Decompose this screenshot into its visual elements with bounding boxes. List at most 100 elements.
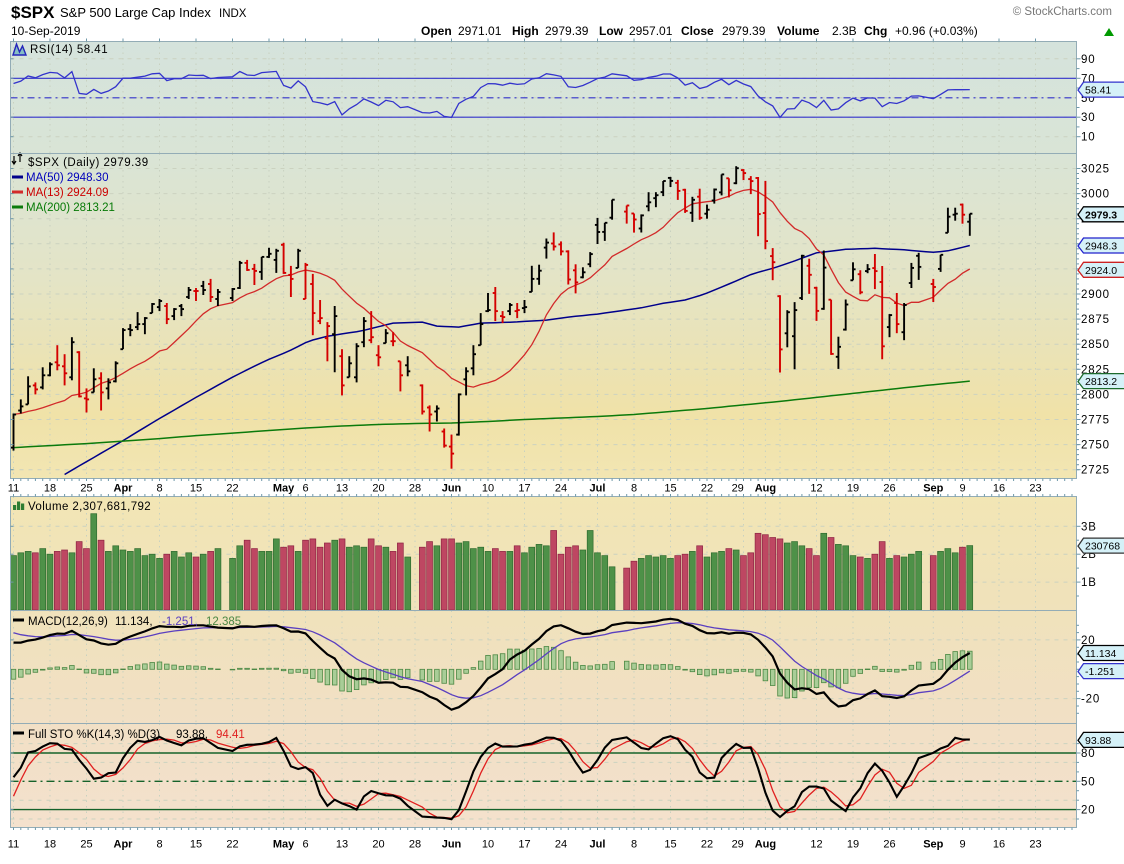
svg-text:93.88,: 93.88, bbox=[176, 729, 208, 741]
svg-text:8: 8 bbox=[631, 483, 637, 495]
svg-text:22: 22 bbox=[226, 839, 238, 851]
svg-text:24: 24 bbox=[555, 839, 567, 851]
svg-text:80: 80 bbox=[1081, 748, 1095, 760]
svg-text:9: 9 bbox=[959, 839, 965, 851]
svg-text:17: 17 bbox=[518, 483, 530, 495]
svg-text:20: 20 bbox=[1081, 805, 1095, 817]
svg-text:17: 17 bbox=[518, 839, 530, 851]
svg-text:2979.3: 2979.3 bbox=[1085, 209, 1117, 221]
svg-text:11.134,: 11.134, bbox=[115, 616, 153, 628]
svg-text:2948.3: 2948.3 bbox=[1085, 241, 1117, 253]
svg-text:2979.39: 2979.39 bbox=[722, 24, 766, 38]
svg-text:29: 29 bbox=[732, 839, 744, 851]
svg-text:2957.01: 2957.01 bbox=[629, 24, 673, 38]
svg-text:6: 6 bbox=[302, 839, 308, 851]
svg-text:22: 22 bbox=[701, 483, 713, 495]
svg-text:RSI(14) 58.41: RSI(14) 58.41 bbox=[30, 44, 108, 56]
svg-text:11: 11 bbox=[8, 839, 19, 851]
svg-text:93.88: 93.88 bbox=[1085, 735, 1111, 747]
svg-text:S&P 500 Large Cap Index: S&P 500 Large Cap Index bbox=[60, 5, 211, 20]
svg-text:25: 25 bbox=[80, 839, 92, 851]
svg-text:MA(13) 2924.09: MA(13) 2924.09 bbox=[26, 187, 108, 199]
svg-text:15: 15 bbox=[664, 839, 676, 851]
svg-text:28: 28 bbox=[409, 839, 421, 851]
svg-text:2725: 2725 bbox=[1081, 465, 1110, 477]
svg-text:Chg: Chg bbox=[864, 24, 887, 38]
svg-text:20: 20 bbox=[372, 839, 384, 851]
svg-text:Sep: Sep bbox=[923, 839, 943, 851]
svg-text:2971.01: 2971.01 bbox=[458, 24, 502, 38]
svg-text:15: 15 bbox=[664, 483, 676, 495]
svg-text:-1.251,: -1.251, bbox=[162, 616, 198, 628]
svg-text:2979.39: 2979.39 bbox=[545, 24, 589, 38]
svg-text:26: 26 bbox=[883, 483, 895, 495]
svg-text:13: 13 bbox=[336, 483, 348, 495]
svg-text:2924.0: 2924.0 bbox=[1085, 265, 1117, 277]
svg-text:6: 6 bbox=[302, 483, 308, 495]
svg-text:10: 10 bbox=[482, 483, 494, 495]
svg-text:INDX: INDX bbox=[219, 8, 247, 20]
svg-text:Volume: Volume bbox=[777, 24, 820, 38]
svg-text:Close: Close bbox=[681, 24, 714, 38]
svg-text:2875: 2875 bbox=[1081, 314, 1110, 326]
svg-text:15: 15 bbox=[190, 483, 202, 495]
svg-text:1B: 1B bbox=[1081, 577, 1097, 589]
svg-text:2800: 2800 bbox=[1081, 389, 1110, 401]
svg-text:Low: Low bbox=[599, 24, 624, 38]
svg-text:10: 10 bbox=[1081, 132, 1095, 144]
svg-text:25: 25 bbox=[80, 483, 92, 495]
svg-text:26: 26 bbox=[883, 839, 895, 851]
svg-text:10: 10 bbox=[482, 839, 494, 851]
svg-text:3025: 3025 bbox=[1081, 164, 1110, 176]
svg-text:Jul: Jul bbox=[590, 483, 606, 495]
svg-text:2900: 2900 bbox=[1081, 289, 1110, 301]
svg-text:19: 19 bbox=[847, 839, 859, 851]
svg-text:2750: 2750 bbox=[1081, 440, 1110, 452]
svg-text:90: 90 bbox=[1081, 54, 1095, 66]
svg-text:29: 29 bbox=[732, 483, 744, 495]
svg-text:11: 11 bbox=[8, 483, 19, 495]
svg-text:9: 9 bbox=[959, 483, 965, 495]
svg-text:May: May bbox=[273, 483, 295, 495]
svg-text:Apr: Apr bbox=[114, 839, 134, 851]
svg-text:11.134: 11.134 bbox=[1085, 648, 1116, 660]
svg-text:© StockCharts.com: © StockCharts.com bbox=[1013, 6, 1112, 18]
svg-text:3B: 3B bbox=[1081, 521, 1097, 533]
svg-text:MACD(12,26,9): MACD(12,26,9) bbox=[28, 616, 108, 628]
svg-text:94.41: 94.41 bbox=[216, 729, 245, 741]
svg-text:High: High bbox=[512, 24, 539, 38]
svg-text:Apr: Apr bbox=[114, 483, 134, 495]
svg-text:8: 8 bbox=[631, 839, 637, 851]
svg-text:18: 18 bbox=[44, 483, 56, 495]
svg-text:12: 12 bbox=[810, 483, 822, 495]
svg-text:18: 18 bbox=[44, 839, 56, 851]
svg-text:8: 8 bbox=[156, 839, 162, 851]
svg-text:16: 16 bbox=[993, 483, 1005, 495]
svg-text:Aug: Aug bbox=[755, 839, 776, 851]
svg-text:19: 19 bbox=[847, 483, 859, 495]
svg-text:Volume 2,307,681,792: Volume 2,307,681,792 bbox=[28, 501, 151, 513]
svg-text:3000: 3000 bbox=[1081, 189, 1110, 201]
svg-text:13: 13 bbox=[336, 839, 348, 851]
svg-text:50: 50 bbox=[1081, 776, 1095, 788]
svg-text:2813.2: 2813.2 bbox=[1085, 376, 1117, 388]
svg-text:230768: 230768 bbox=[1085, 541, 1120, 553]
svg-text:2775: 2775 bbox=[1081, 415, 1110, 427]
svg-text:Jun: Jun bbox=[442, 483, 462, 495]
svg-text:+0.96 (+0.03%): +0.96 (+0.03%) bbox=[895, 24, 978, 38]
svg-text:May: May bbox=[273, 839, 295, 851]
svg-text:10-Sep-2019: 10-Sep-2019 bbox=[11, 24, 81, 38]
svg-text:MA(200) 2813.21: MA(200) 2813.21 bbox=[26, 202, 115, 214]
svg-text:Jun: Jun bbox=[442, 839, 462, 851]
svg-text:MA(50) 2948.30: MA(50) 2948.30 bbox=[26, 172, 108, 184]
svg-text:22: 22 bbox=[226, 483, 238, 495]
svg-text:15: 15 bbox=[190, 839, 202, 851]
svg-text:23: 23 bbox=[1029, 839, 1041, 851]
svg-text:-20: -20 bbox=[1081, 694, 1100, 706]
svg-text:22: 22 bbox=[701, 839, 713, 851]
svg-text:12.385: 12.385 bbox=[206, 616, 241, 628]
svg-text:$SPX (Daily) 2979.39: $SPX (Daily) 2979.39 bbox=[28, 157, 149, 169]
svg-text:16: 16 bbox=[993, 839, 1005, 851]
svg-text:58.41: 58.41 bbox=[1085, 85, 1111, 97]
svg-text:28: 28 bbox=[409, 483, 421, 495]
